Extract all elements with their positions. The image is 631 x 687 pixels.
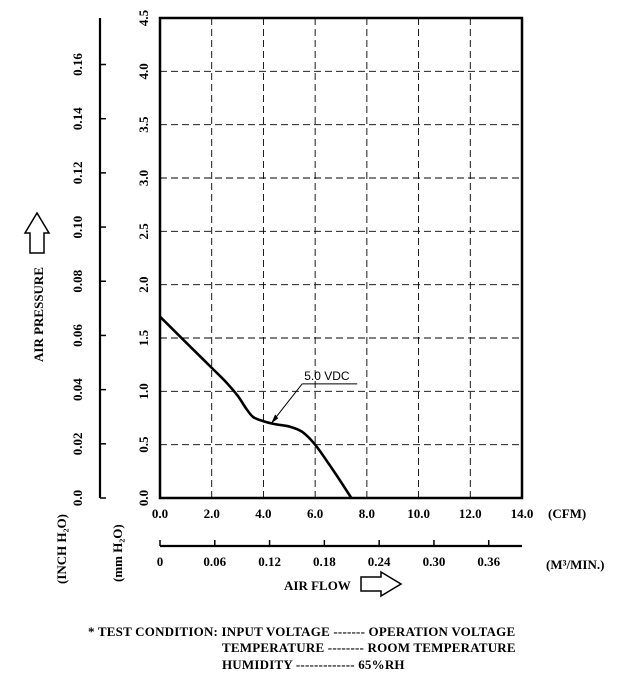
left-axes: 0.0 0.02 0.04 0.06 0.08 0.10 0.12 0.14 0.16 0.0 0.… bbox=[70, 9, 151, 506]
primary-y-tick-label: 4.0 bbox=[136, 63, 151, 79]
secondary-y-tick-label: 0.10 bbox=[70, 216, 85, 239]
secondary-y-tick-label: 0.02 bbox=[70, 432, 85, 455]
secondary-x-unit-label: (M³/MIN.) bbox=[546, 557, 604, 572]
primary-x-tick-label: 6.0 bbox=[307, 506, 323, 521]
secondary-x-tick-label: 0.06 bbox=[203, 554, 226, 569]
secondary-x-tick-label: 0.24 bbox=[368, 554, 391, 569]
primary-y-tick-label: 3.0 bbox=[136, 170, 151, 186]
grid-lines bbox=[160, 18, 522, 498]
primary-x-tick-label: 2.0 bbox=[204, 506, 220, 521]
y-axis-title: AIR PRESSURE bbox=[31, 267, 46, 362]
secondary-y-tick-label: 0.08 bbox=[70, 269, 85, 292]
primary-y-tick-label: 4.5 bbox=[136, 9, 151, 26]
arrow-up-icon bbox=[23, 211, 51, 254]
primary-x-tick-label: 0.0 bbox=[152, 506, 168, 521]
primary-y-tick-label: 1.5 bbox=[136, 329, 151, 346]
test-condition-line-1: * TEST CONDITION: INPUT VOLTAGE ------- … bbox=[88, 624, 516, 639]
test-condition-line-3: HUMIDITY ------------- 65%RH bbox=[222, 657, 405, 672]
primary-y-tick-label: 2.5 bbox=[136, 223, 151, 240]
primary-x-tick-label: 4.0 bbox=[255, 506, 271, 521]
series-label-arrowhead bbox=[271, 414, 279, 424]
plot-frame bbox=[158, 16, 524, 500]
secondary-y-tick-label: 0.04 bbox=[70, 378, 85, 401]
secondary-y-tick-label: 0.0 bbox=[70, 490, 85, 506]
secondary-x-tick-label: 0 bbox=[157, 554, 164, 569]
primary-y-tick-label: 1.0 bbox=[136, 383, 151, 399]
arrow-right-icon bbox=[360, 570, 403, 598]
primary-x-tick-label: 12.0 bbox=[459, 506, 482, 521]
secondary-x-tick-label: 0.12 bbox=[258, 554, 281, 569]
primary-y-tick-label: 0.5 bbox=[136, 436, 151, 453]
primary-x-tick-label: 10.0 bbox=[407, 506, 430, 521]
secondary-y-tick-label: 0.16 bbox=[70, 53, 85, 76]
primary-y-tick-label: 2.0 bbox=[136, 277, 151, 293]
secondary-x-tick-label: 0.18 bbox=[313, 554, 336, 569]
secondary-y-tick-label: 0.06 bbox=[70, 324, 85, 347]
secondary-x-tick-label: 0.30 bbox=[423, 554, 446, 569]
secondary-y-tick-label: 0.14 bbox=[70, 107, 85, 130]
primary-x-unit-label: (CFM) bbox=[548, 506, 586, 521]
primary-y-tick-label: 3.5 bbox=[136, 116, 151, 133]
bottom-axes: 0.0 2.0 4.0 6.0 8.0 10.0 12.0 14.0 0 0.06 0.12 0.18… bbox=[152, 506, 534, 569]
primary-x-tick-label: 14.0 bbox=[511, 506, 534, 521]
series-label-5vdc: 5.0 VDC bbox=[304, 369, 350, 383]
fan-performance-chart: 0.00.020.040.060.080.100.120.140.160.00.… bbox=[23, 9, 604, 598]
primary-x-tick-label: 8.0 bbox=[359, 506, 375, 521]
x-axis-title-group: AIR FLOW bbox=[284, 570, 403, 598]
primary-y-tick-label: 0.0 bbox=[136, 490, 151, 506]
series-line-5vdc bbox=[159, 315, 353, 499]
x-axis-title: AIR FLOW bbox=[284, 578, 351, 593]
test-condition-line-2: TEMPERATURE -------- ROOM TEMPERATURE bbox=[222, 640, 516, 655]
primary-y-unit-label: (mm H₂O) bbox=[110, 524, 125, 582]
y-axis-title-group: AIR PRESSURE bbox=[23, 211, 51, 362]
secondary-y-tick-label: 0.12 bbox=[70, 162, 85, 185]
curve-group: 5.0 VDC bbox=[159, 315, 358, 499]
secondary-y-unit-label: (INCH H₂O) bbox=[54, 514, 69, 584]
secondary-x-tick-label: 0.36 bbox=[477, 554, 500, 569]
